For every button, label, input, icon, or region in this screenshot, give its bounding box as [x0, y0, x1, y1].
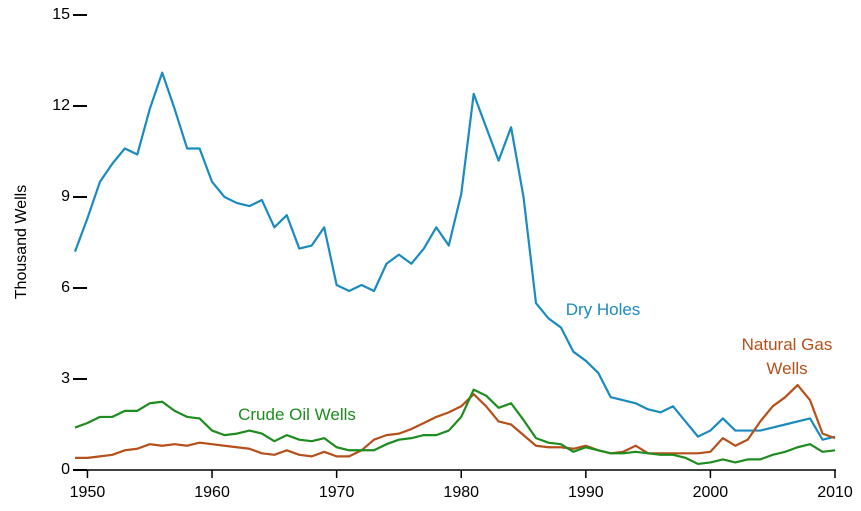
y-tick-label: 0: [61, 461, 70, 478]
y-tick-label: 15: [52, 6, 70, 23]
series-line: [75, 383, 836, 459]
y-tick-label: 6: [61, 279, 70, 296]
series-label: Crude Oil Wells: [238, 405, 356, 424]
x-tick-label: 2000: [693, 484, 729, 501]
x-tick-label: 2010: [817, 484, 853, 501]
series-line: [73, 71, 836, 441]
series-label: Natural Gas Wells: [741, 335, 833, 378]
x-tick-label: 1980: [443, 484, 479, 501]
y-tick-label: 3: [61, 370, 70, 387]
x-tick-label: 1960: [194, 484, 230, 501]
x-tick-label: 1990: [568, 484, 604, 501]
y-tick-label: 12: [52, 97, 70, 114]
series-label: Dry Holes: [565, 300, 641, 319]
y-tick-label: 9: [61, 188, 70, 205]
series-line: [74, 388, 836, 466]
x-tick-label: 1950: [70, 484, 106, 501]
y-axis-label: Thousand Wells: [13, 185, 30, 299]
x-tick-label: 1970: [319, 484, 355, 501]
